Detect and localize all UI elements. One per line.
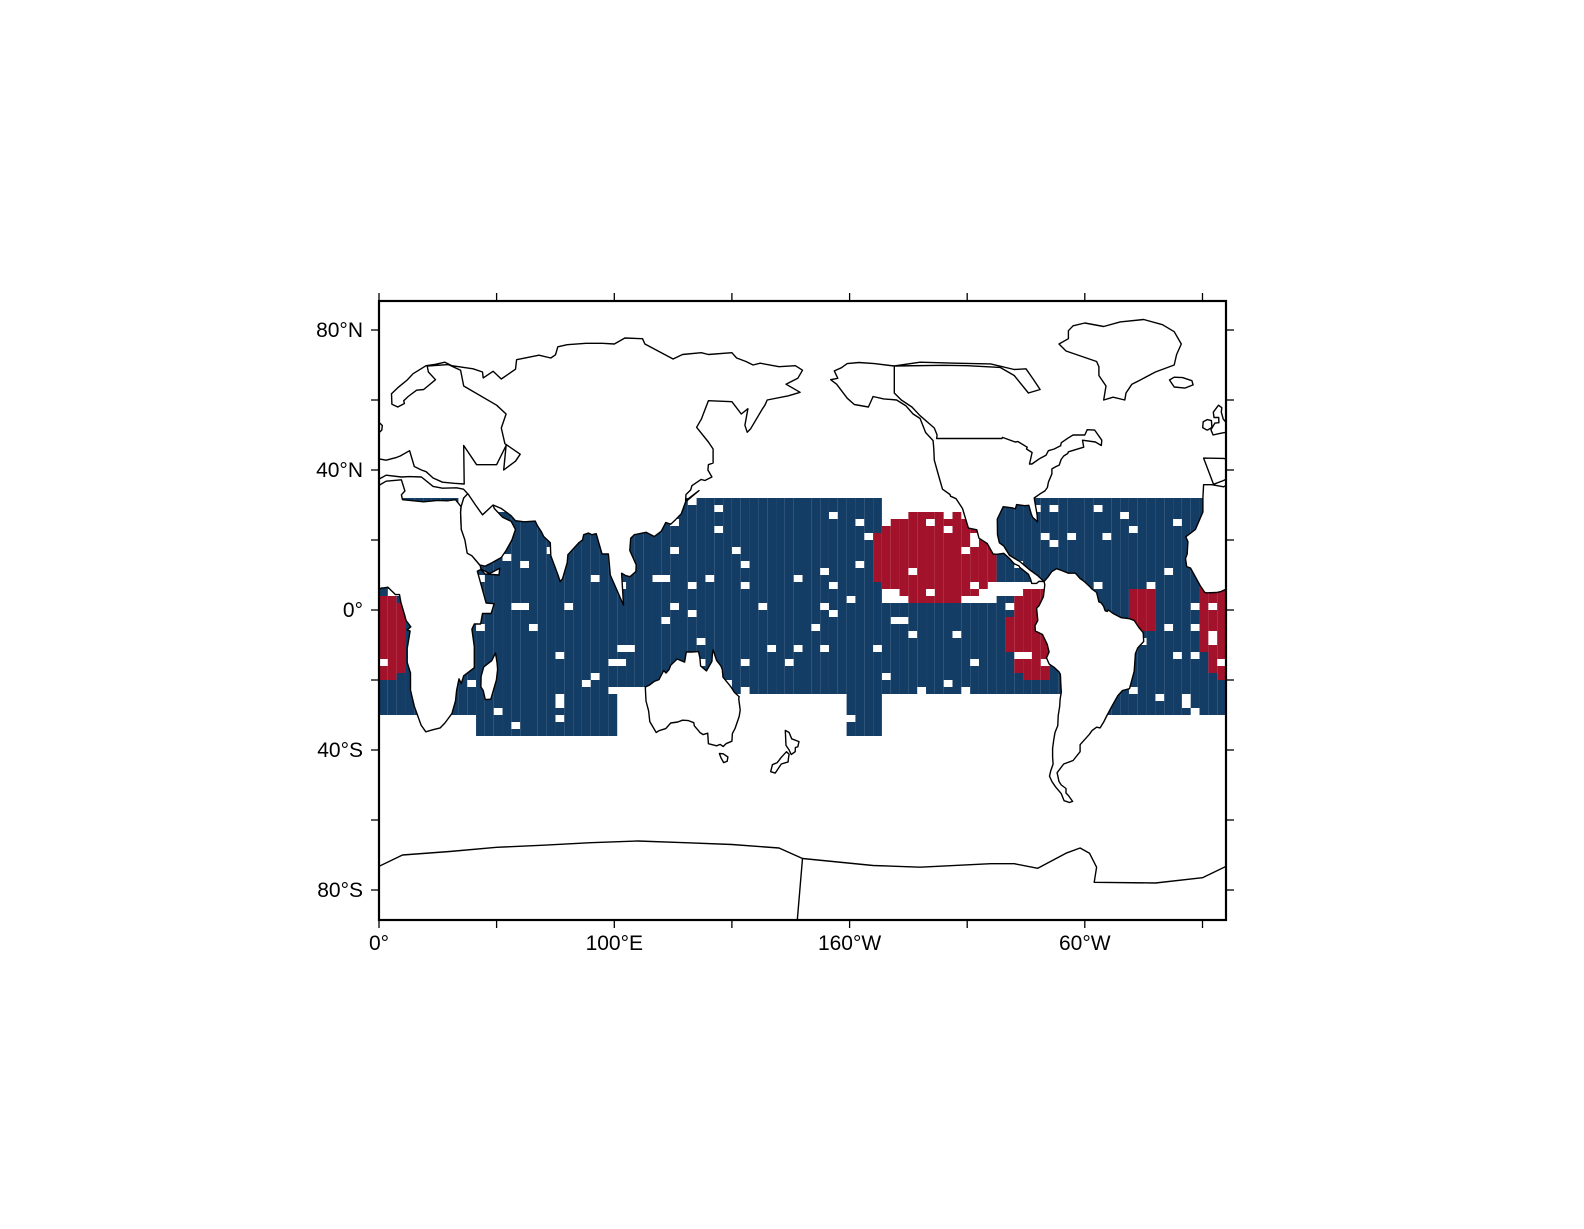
svg-text:0°: 0°	[369, 932, 389, 955]
svg-text:80°N: 80°N	[316, 319, 363, 342]
svg-text:100°E: 100°E	[586, 932, 643, 955]
svg-text:40°S: 40°S	[317, 739, 363, 762]
svg-text:0°: 0°	[343, 599, 363, 622]
svg-text:60°W: 60°W	[1059, 932, 1111, 955]
svg-text:160°W: 160°W	[818, 932, 881, 955]
svg-text:80°S: 80°S	[317, 879, 363, 902]
svg-text:40°N: 40°N	[316, 459, 363, 482]
